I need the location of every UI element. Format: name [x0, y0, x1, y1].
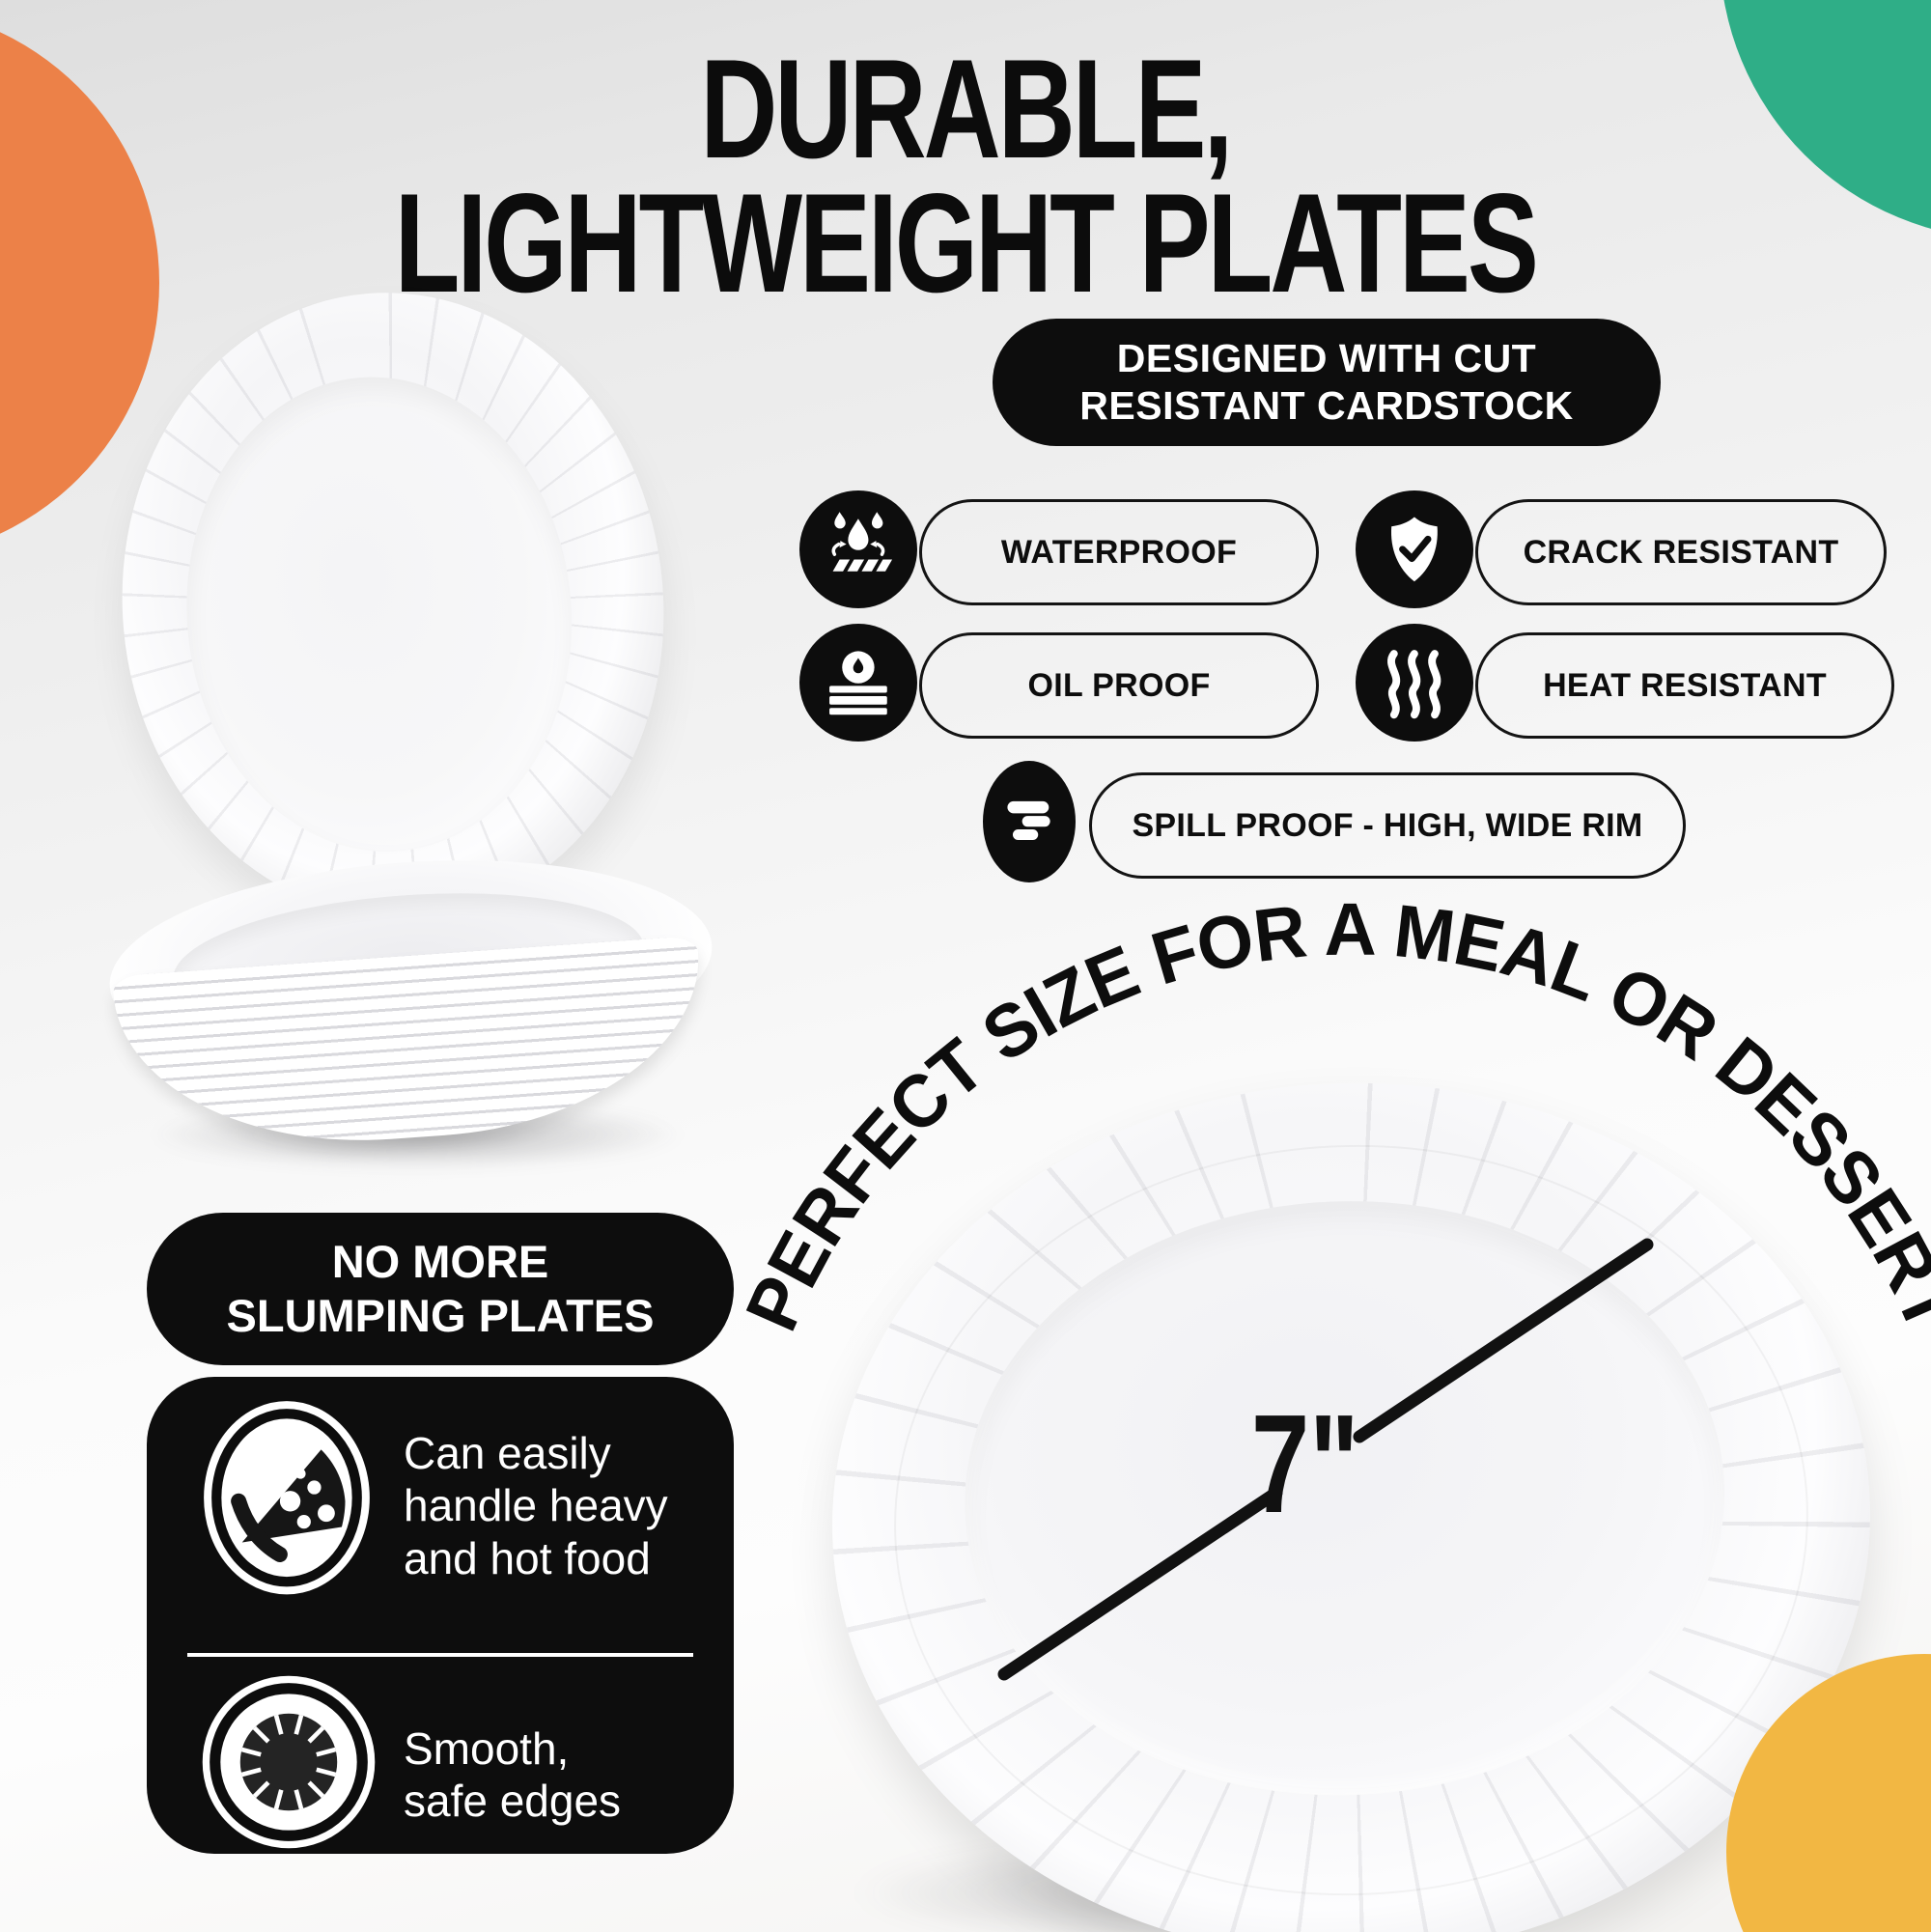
- plate-rim-profile-icon: [983, 761, 1076, 882]
- no-slump-line-1: NO MORE: [331, 1235, 549, 1287]
- benefit-line: handle heavy: [404, 1480, 668, 1531]
- feature-pill-waterproof: WATERPROOF: [919, 499, 1319, 605]
- benefit-text-smooth-edges: Smooth, safe edges: [404, 1722, 621, 1828]
- diameter-line-upper: [1353, 1238, 1654, 1443]
- arc-text-path: PERFECT SIZE FOR A MEAL OR DESSERT: [730, 888, 1931, 1343]
- pizza-slice-icon: [201, 1398, 373, 1599]
- shield-check-icon: [1356, 490, 1473, 608]
- header-pill-line-1: DESIGNED WITH CUT: [1116, 335, 1537, 380]
- feature-pill-oil-proof: OIL PROOF: [919, 632, 1319, 739]
- benefit-card: Can easily handle heavy and hot food: [147, 1377, 734, 1854]
- feature-label: HEAT RESISTANT: [1543, 666, 1827, 704]
- title-line-1: DURABLE,: [700, 30, 1234, 187]
- benefit-text-heavy-food: Can easily handle heavy and hot food: [404, 1427, 668, 1584]
- feature-label: CRACK RESISTANT: [1523, 533, 1839, 571]
- benefit-line: Can easily: [404, 1428, 611, 1478]
- diameter-measurement-label: 7": [1251, 1386, 1359, 1543]
- title-line-2: LIGHTWEIGHT PLATES: [394, 163, 1539, 322]
- benefit-line: and hot food: [404, 1532, 651, 1583]
- arc-text: PERFECT SIZE FOR A MEAL OR DESSERT: [730, 888, 1931, 1343]
- feature-pill-crack-resistant: CRACK RESISTANT: [1475, 499, 1887, 605]
- smooth-edge-plate-icon: [199, 1672, 378, 1852]
- feature-label: SPILL PROOF - HIGH, WIDE RIM: [1132, 806, 1643, 844]
- benefit-line: Smooth,: [404, 1723, 570, 1774]
- heat-waves-icon: [1356, 624, 1473, 742]
- header-pill: DESIGNED WITH CUT RESISTANT CARDSTOCK: [993, 319, 1661, 446]
- no-slump-pill: NO MORE SLUMPING PLATES: [147, 1213, 734, 1365]
- feature-pill-spill-proof: SPILL PROOF - HIGH, WIDE RIM: [1089, 772, 1686, 879]
- header-pill-line-2: RESISTANT CARDSTOCK: [1079, 383, 1574, 428]
- feature-label: WATERPROOF: [1000, 533, 1238, 571]
- oil-layers-icon: [799, 624, 917, 742]
- page-title: DURABLE, LIGHTWEIGHT PLATES: [0, 39, 1931, 314]
- benefit-line: safe edges: [404, 1776, 622, 1827]
- no-slump-line-2: SLUMPING PLATES: [226, 1290, 655, 1341]
- diameter-line-lower: [997, 1486, 1283, 1681]
- card-divider: [187, 1653, 693, 1657]
- feature-label: OIL PROOF: [1027, 666, 1211, 704]
- feature-pill-heat-resistant: HEAT RESISTANT: [1475, 632, 1894, 739]
- water-drops-icon: [799, 490, 917, 608]
